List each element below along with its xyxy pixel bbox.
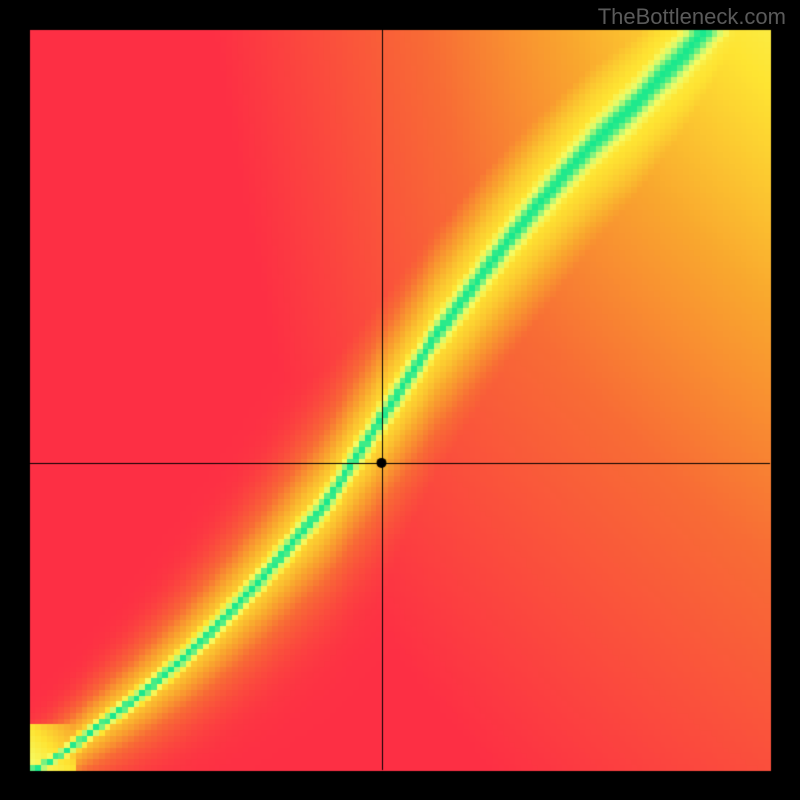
- heatmap-canvas: [0, 0, 800, 800]
- chart-container: TheBottleneck.com: [0, 0, 800, 800]
